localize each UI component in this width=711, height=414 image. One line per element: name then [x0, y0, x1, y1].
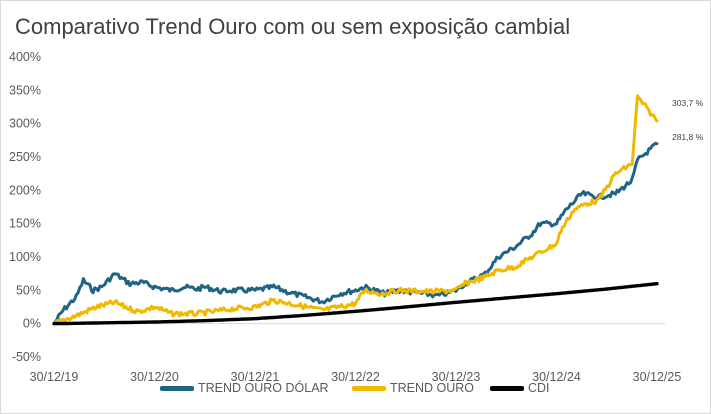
legend-label: TREND OURO DÓLAR — [198, 381, 329, 395]
y-tick-label: 0% — [23, 317, 41, 331]
legend-label: CDI — [528, 381, 550, 395]
x-tick-label: 30/12/25 — [633, 370, 682, 384]
chart-legend: TREND OURO DÓLAR TREND OURO CDI — [0, 381, 711, 399]
series-line-trend-ouro — [52, 94, 659, 326]
legend-label: TREND OURO — [390, 381, 475, 395]
series-line-trend-ouro-dolar — [52, 141, 659, 326]
y-tick-label: 50% — [16, 283, 41, 297]
legend-item: CDI — [490, 381, 550, 395]
y-tick-label: 300% — [9, 117, 41, 131]
legend-swatch — [160, 385, 194, 391]
y-tick-label: 250% — [9, 150, 41, 164]
x-tick-label: 30/12/24 — [532, 370, 581, 384]
end-value-label: 303,7 % — [672, 98, 704, 108]
x-tick-label: 30/12/20 — [130, 370, 179, 384]
legend-item: TREND OURO — [352, 381, 474, 395]
legend-swatch — [352, 385, 386, 391]
y-tick-label: 400% — [9, 50, 41, 64]
y-tick-label: 200% — [9, 183, 41, 197]
x-tick-label: 30/12/19 — [30, 370, 79, 384]
legend-item: TREND OURO DÓLAR — [160, 381, 329, 395]
x-tick-label: 30/12/21 — [231, 370, 280, 384]
series-line-cdi — [52, 282, 659, 326]
y-tick-label: 150% — [9, 217, 41, 231]
legend-swatch — [490, 385, 524, 391]
x-tick-label: 30/12/22 — [331, 370, 380, 384]
y-tick-label: -50% — [12, 350, 41, 364]
chart-title: Comparativo Trend Ouro com ou sem exposi… — [15, 14, 571, 39]
x-tick-label: 30/12/23 — [432, 370, 481, 384]
y-tick-label: 350% — [9, 83, 41, 97]
end-value-label: 281,8 % — [672, 132, 704, 142]
y-tick-label: 100% — [9, 250, 41, 264]
